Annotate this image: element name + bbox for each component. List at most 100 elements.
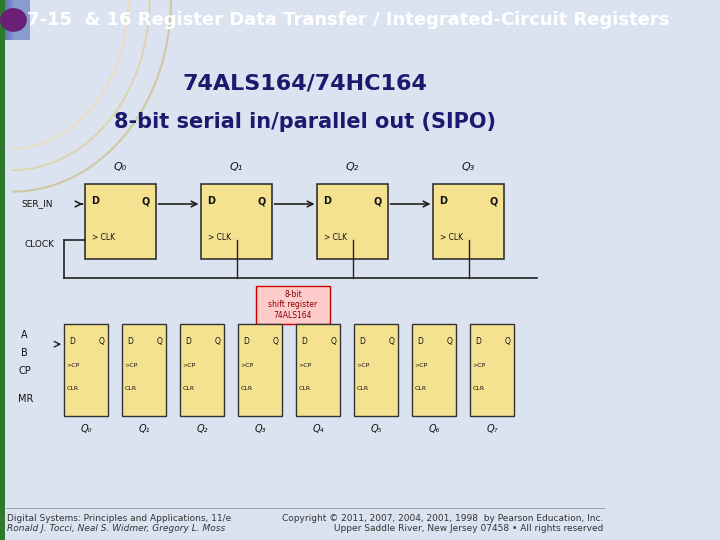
Text: CLR: CLR [183, 386, 194, 391]
Text: Q: Q [446, 337, 452, 346]
Text: >CP: >CP [356, 363, 370, 368]
Bar [1, 0, 16, 40]
Text: Q₁: Q₁ [138, 424, 150, 434]
Bar [2, 0, 17, 40]
Bar [10, 0, 25, 40]
Text: Q₃: Q₃ [254, 424, 266, 434]
Bar [4, 0, 19, 40]
Bar [8, 0, 23, 40]
Text: SER_IN: SER_IN [22, 199, 53, 208]
Text: Q: Q [215, 337, 220, 346]
Bar [2, 0, 17, 40]
Text: >CP: >CP [240, 363, 253, 368]
Text: Ronald J. Tocci, Neal S. Widmer, Gregory L. Moss: Ronald J. Tocci, Neal S. Widmer, Gregory… [7, 524, 225, 533]
Bar [1, 0, 17, 40]
Text: 74ALS164/74HC164: 74ALS164/74HC164 [183, 73, 428, 94]
Text: Q: Q [490, 196, 498, 206]
Text: Q₃: Q₃ [462, 162, 475, 172]
Text: B: B [22, 348, 28, 358]
Text: Q: Q [141, 196, 150, 206]
Bar [12, 0, 28, 40]
Text: Q₁: Q₁ [230, 162, 243, 172]
Text: Q: Q [389, 337, 395, 346]
Text: A: A [22, 330, 28, 340]
Text: Q₇: Q₇ [486, 424, 498, 434]
Text: Copyright © 2011, 2007, 2004, 2001, 1998  by Pearson Education, Inc.: Copyright © 2011, 2007, 2004, 2001, 1998… [282, 514, 603, 523]
Text: Q: Q [374, 196, 382, 206]
Bar [11, 0, 26, 40]
Text: >CP: >CP [299, 363, 312, 368]
Bar [3, 0, 18, 40]
Bar [180, 324, 224, 416]
Text: >CP: >CP [472, 363, 486, 368]
Bar [238, 324, 282, 416]
Bar [202, 184, 271, 259]
Text: Q: Q [257, 196, 266, 206]
Bar [11, 0, 27, 40]
Bar [296, 324, 340, 416]
Bar [256, 286, 330, 324]
Circle shape [0, 8, 27, 32]
Text: > CLK: > CLK [207, 233, 230, 242]
Bar [12, 0, 27, 40]
Text: >CP: >CP [66, 363, 80, 368]
Bar [122, 324, 166, 416]
Text: shift register: shift register [269, 300, 318, 309]
Bar [4, 0, 19, 40]
Text: D: D [359, 337, 365, 346]
Bar [4, 0, 19, 40]
Bar [14, 0, 30, 40]
Bar [433, 184, 504, 259]
Text: Digital Systems: Principles and Applications, 11/e: Digital Systems: Principles and Applicat… [7, 514, 232, 523]
Bar [14, 0, 30, 40]
Text: 74ALS164: 74ALS164 [274, 312, 312, 320]
Text: CLR: CLR [356, 386, 369, 391]
Bar [1, 0, 16, 40]
Text: Q₆: Q₆ [428, 424, 440, 434]
Bar [14, 0, 29, 40]
Bar [470, 324, 514, 416]
Text: D: D [185, 337, 191, 346]
Text: D: D [323, 196, 332, 206]
Text: Q₀: Q₀ [81, 424, 92, 434]
Text: Q: Q [272, 337, 279, 346]
Text: Q: Q [99, 337, 104, 346]
Text: Q₂: Q₂ [346, 162, 359, 172]
Bar [12, 0, 27, 40]
Bar [0, 40, 5, 540]
Text: >CP: >CP [125, 363, 138, 368]
Text: Q: Q [505, 337, 510, 346]
Text: CLR: CLR [472, 386, 485, 391]
Bar [0, 0, 15, 40]
Text: D: D [440, 196, 448, 206]
Text: Q₀: Q₀ [114, 162, 127, 172]
Bar [1, 0, 17, 40]
Bar [13, 0, 28, 40]
Text: Q₄: Q₄ [312, 424, 324, 434]
Text: > CLK: > CLK [91, 233, 114, 242]
Text: D: D [417, 337, 423, 346]
Bar [354, 324, 398, 416]
Text: CLR: CLR [299, 386, 310, 391]
Text: Q₅: Q₅ [370, 424, 382, 434]
Bar [9, 0, 24, 40]
Bar [4, 0, 20, 40]
Bar [8, 0, 23, 40]
Text: Upper Saddle River, New Jersey 07458 • All rights reserved: Upper Saddle River, New Jersey 07458 • A… [334, 524, 603, 533]
Text: Q: Q [156, 337, 163, 346]
Text: CP: CP [18, 367, 31, 376]
Bar [86, 184, 156, 259]
Text: D: D [207, 196, 215, 206]
Bar [6, 0, 22, 40]
Text: > CLK: > CLK [323, 233, 347, 242]
Text: 8-bit: 8-bit [284, 290, 302, 299]
Text: 7-15  & 16 Register Data Transfer / Integrated-Circuit Registers: 7-15 & 16 Register Data Transfer / Integ… [27, 11, 670, 29]
Bar [6, 0, 22, 40]
Bar [10, 0, 26, 40]
Text: 8-bit serial in/parallel out (SIPO): 8-bit serial in/parallel out (SIPO) [114, 111, 496, 132]
Text: CLR: CLR [240, 386, 253, 391]
Bar [412, 324, 456, 416]
Bar [7, 0, 22, 40]
Text: >CP: >CP [415, 363, 428, 368]
Bar [64, 324, 108, 416]
